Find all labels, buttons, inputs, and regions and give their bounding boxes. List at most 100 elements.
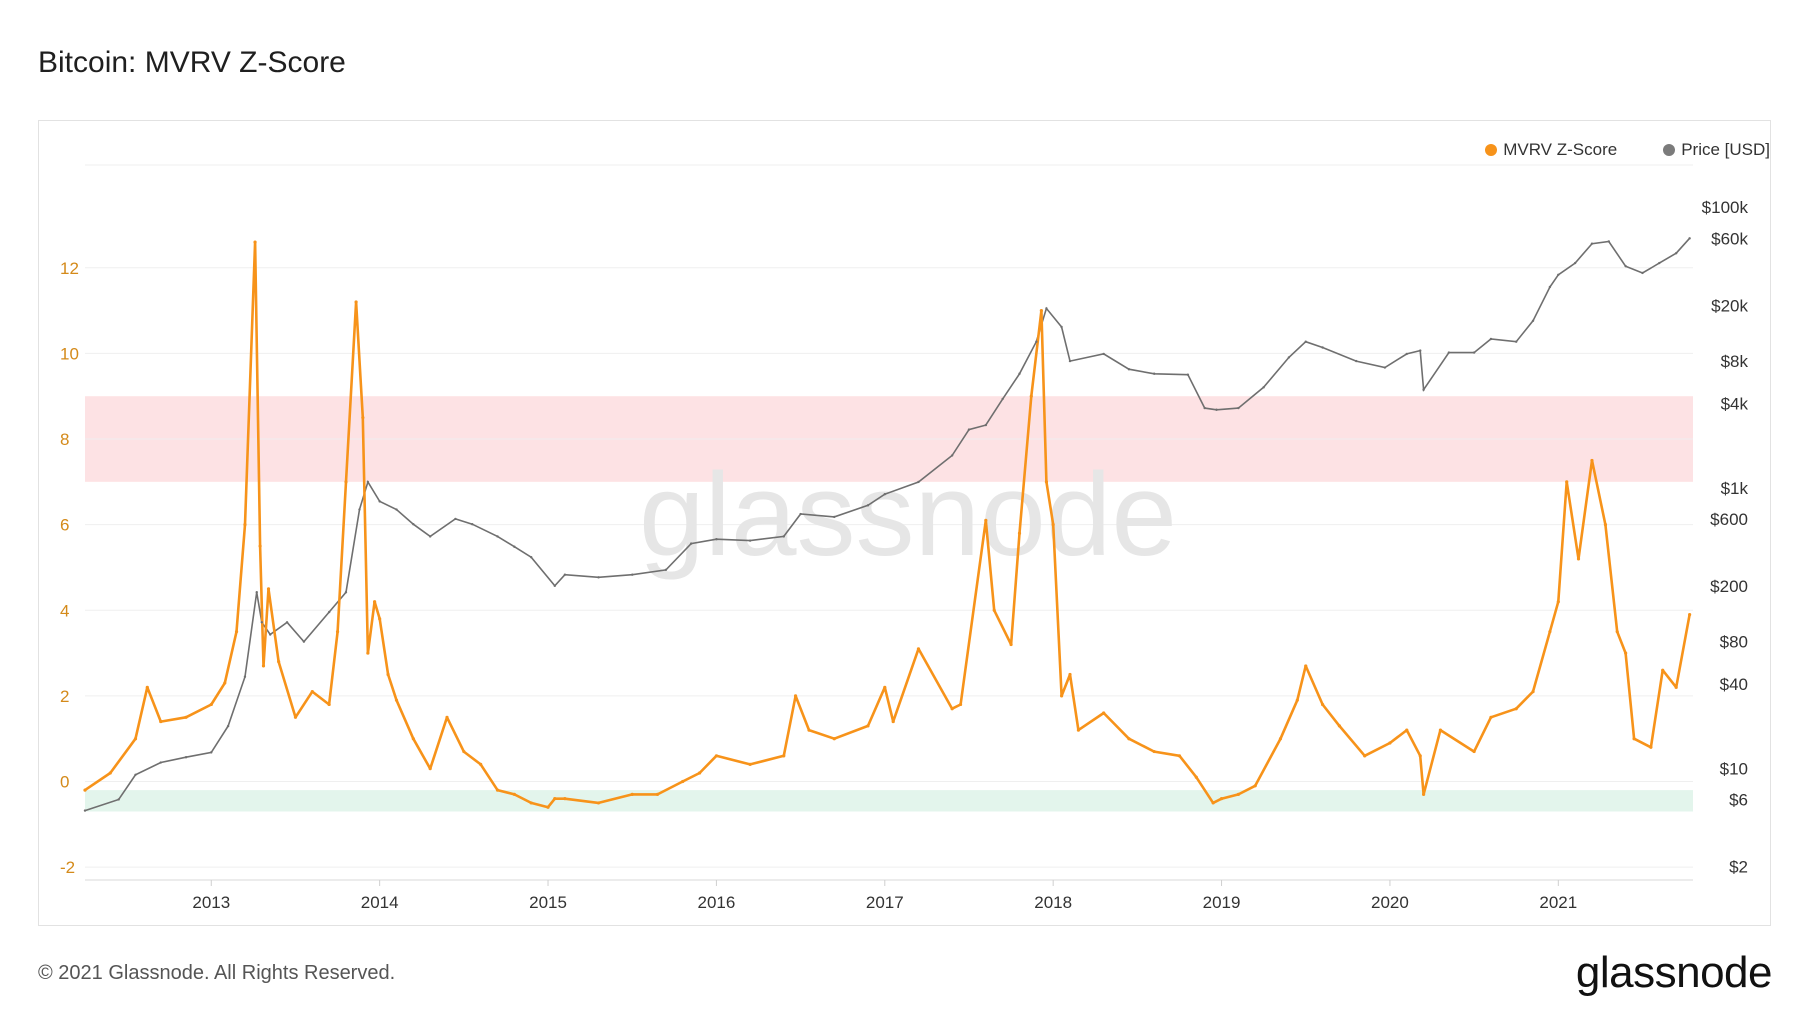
zscore-point [1615,630,1619,634]
zscore-point [253,240,257,244]
zscore-point [293,715,298,719]
price-point [1001,397,1004,401]
zscore-point [327,702,331,707]
zscore-point [1405,728,1409,732]
zscore-point [697,771,702,775]
zscore-point [1472,749,1476,754]
y-left-tick-label: 2 [60,687,69,706]
y-right-tick-label: $4k [1721,394,1749,413]
zscore-point [891,719,895,724]
price-point [1548,285,1552,289]
zscore-point [1039,308,1043,313]
zscore-point [1102,711,1106,715]
zscore-point [1194,775,1198,779]
price-point [1422,388,1425,391]
zscore-point [1304,664,1308,668]
zscore-point [1548,630,1552,634]
price-point [454,517,457,521]
price-point [1447,351,1451,354]
legend-item-price[interactable]: Price [USD] [1663,140,1770,160]
y-right-tick-label: $100k [1702,198,1749,217]
price-point [631,573,634,576]
price-point [1489,337,1493,341]
price-point [1383,366,1387,369]
y-right-tick-label: $6 [1729,790,1748,809]
zscore-point [354,300,358,304]
zscore-point [655,792,660,796]
y-left-tick-label: 8 [60,430,69,449]
zscore-point [984,518,988,522]
y-right-tick-label: $10 [1720,759,1748,778]
price-point [428,535,432,538]
zscore-point [563,797,567,801]
zscore-point [832,737,836,741]
legend-item-zscore[interactable]: MVRV Z-Score [1485,140,1617,160]
price-point [1515,340,1518,343]
price-point [327,610,331,614]
zscore-point [366,651,370,655]
x-tick-label: 2017 [866,893,904,912]
price-point [159,761,162,764]
price-point [1060,325,1063,329]
price-point [302,640,306,643]
zscore-point [1051,523,1055,527]
zscore-point [512,792,516,796]
x-tick-label: 2015 [529,893,567,912]
zscore-point [335,630,340,634]
price-point [1045,307,1048,310]
price-point [1531,319,1535,323]
price-point [1674,252,1678,255]
zscore-point [807,728,811,732]
price-point [255,591,258,594]
zscore-point [133,737,138,741]
price-point [563,573,567,576]
y-right-tick-label: $80 [1720,633,1748,652]
x-tick-label: 2013 [192,893,230,912]
zscore-point [529,801,533,805]
price-point [1658,261,1661,265]
price-point [471,523,474,526]
price-point [1355,359,1358,363]
y-right-tick-label: $60k [1711,229,1748,248]
zscore-point [681,779,685,784]
price-point [1573,261,1577,265]
x-tick-label: 2021 [1539,893,1577,912]
zscore-point [462,749,466,754]
y-left-tick-label: 0 [60,773,69,792]
zscore-point [223,681,227,685]
legend: MVRV Z-Score Price [USD] [1485,140,1770,160]
y-right-tick-label: $200 [1710,577,1748,596]
zscore-point [992,608,996,612]
zscore-point [108,771,112,775]
legend-label-zscore: MVRV Z-Score [1503,140,1618,159]
zscore-point [145,685,149,689]
zone-band-1 [85,790,1693,812]
zscore-point [1590,458,1594,463]
price-point [1590,242,1594,245]
zscore-point [1388,741,1392,745]
y-right-tick-label: $8k [1721,352,1749,371]
price-point [496,535,499,538]
price-point [344,591,348,594]
price-point [1018,372,1021,375]
price-point [285,621,289,624]
price-point [664,568,668,572]
zscore-point [386,672,390,677]
zscore-point [411,737,415,741]
price-point [1624,264,1627,268]
price-point [1641,271,1644,275]
zscore-point [209,702,213,707]
zscore-point [1152,749,1156,754]
price-point [269,633,272,636]
price-point [243,675,247,678]
zscore-point [261,664,266,668]
zscore-point [1649,745,1653,749]
price-point [1472,351,1476,354]
price-point [1152,372,1156,375]
legend-dot-zscore [1485,144,1498,156]
price-point [83,809,87,812]
zscore-point [378,617,382,621]
price-point [984,423,988,427]
price-point [395,508,398,511]
zscore-point [793,694,798,698]
